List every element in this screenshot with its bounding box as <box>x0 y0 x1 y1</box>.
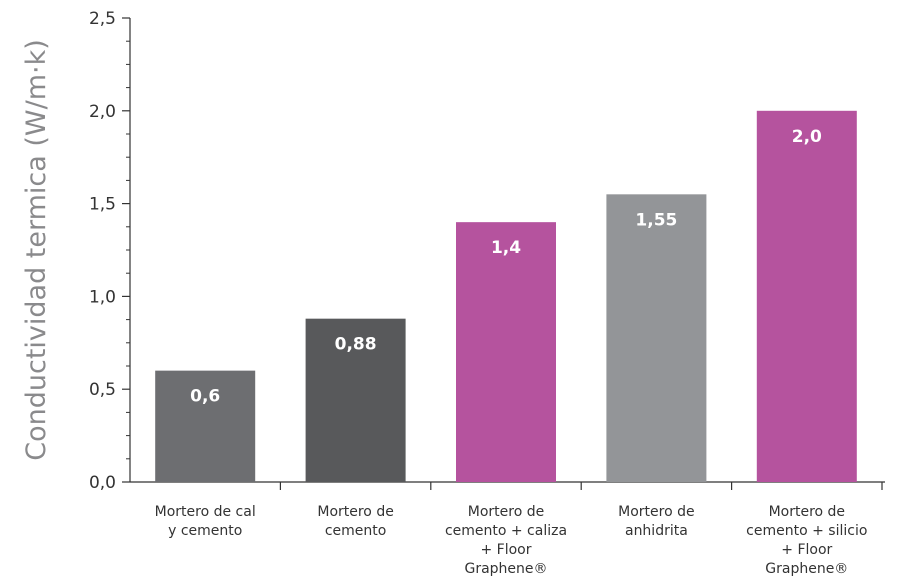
x-category-label-line: Graphene® <box>765 561 848 577</box>
bar <box>456 222 556 482</box>
x-category-label-line: y cemento <box>168 523 242 539</box>
axes: 0,0 0,5 1,0 1,5 2,0 2,5 <box>89 9 885 493</box>
x-category-label: Mortero de cal y cemento <box>155 504 256 539</box>
x-category-label-line: Mortero de <box>468 504 544 520</box>
bar-value-label: 0,88 <box>335 335 377 355</box>
bars-group: 0,6 0,88 1,4 1,55 2,0 <box>155 110 857 483</box>
y-tick-label: 2,5 <box>89 9 116 29</box>
x-category-label-line: Mortero de <box>769 504 845 520</box>
x-category-label-line: + Floor <box>480 542 531 558</box>
y-tick-label: 1,5 <box>89 195 116 215</box>
x-category-label-line: anhidrita <box>625 523 688 539</box>
y-axis-label-group: Conductividad termica (W/m·k) <box>21 39 52 461</box>
x-category-label: Mortero de anhidrita <box>618 504 694 539</box>
x-category-label-line: + Floor <box>781 542 832 558</box>
x-category-label-line: Graphene® <box>464 561 547 577</box>
x-category-label-line: cemento <box>325 523 387 539</box>
bar-value-label: 2,0 <box>792 127 822 147</box>
bar-value-label: 1,4 <box>491 238 521 258</box>
x-category-label-line: Mortero de <box>618 504 694 520</box>
y-axis-title: Conductividad termica (W/m·k) <box>21 39 52 461</box>
category-labels-group: Mortero de cal y cemento Mortero de cemento… <box>155 504 868 577</box>
x-category-label-line: Mortero de <box>317 504 393 520</box>
y-tick-label: 0,0 <box>89 473 116 493</box>
x-category-label-line: cemento + caliza <box>445 523 567 539</box>
x-category-label-line: Mortero de cal <box>155 504 256 520</box>
bar <box>305 318 406 482</box>
x-category-label: Mortero de cemento + caliza + Floor Graphen… <box>445 504 567 577</box>
y-tick-label: 0,5 <box>89 380 116 400</box>
bar-value-label: 0,6 <box>190 387 220 407</box>
bar <box>756 110 857 483</box>
y-tick-label: 2,0 <box>89 102 116 122</box>
x-category-label: Mortero de cemento + silicio + Floor Graphe… <box>746 504 867 577</box>
bar <box>155 370 256 482</box>
bar-value-label: 1,55 <box>635 210 677 230</box>
y-tick-label: 1,0 <box>89 287 116 307</box>
x-category-label: Mortero de cemento <box>317 504 393 539</box>
x-category-label-line: cemento + silicio <box>746 523 867 539</box>
bar <box>606 194 707 482</box>
